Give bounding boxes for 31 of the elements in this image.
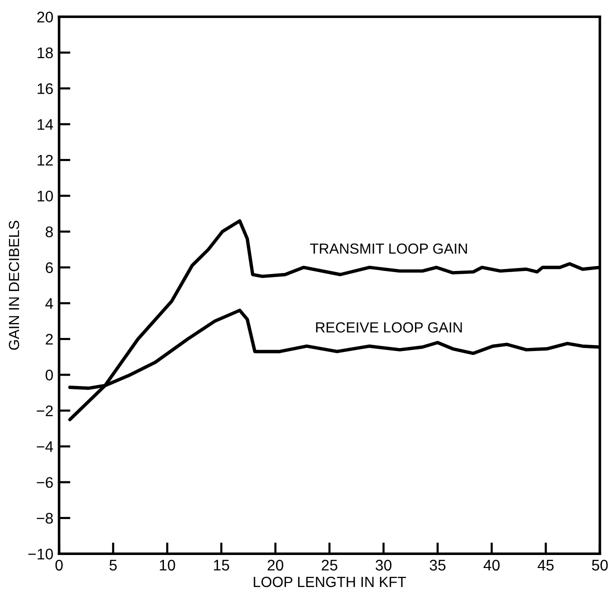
y-tick-label: 2 [46, 334, 53, 345]
y-tick-label: 12 [38, 154, 53, 166]
x-tick-label: 45 [538, 560, 554, 571]
y-tick-label: −6 [36, 477, 53, 488]
y-tick-label: −10 [28, 548, 53, 560]
y-tick-label: −8 [36, 512, 53, 524]
y-tick-label: 0 [46, 370, 53, 380]
y-tick-label: 14 [38, 119, 54, 130]
y-tick-label: 18 [38, 47, 53, 58]
x-tick-label: 30 [376, 560, 392, 571]
x-tick-label: 0 [55, 560, 63, 571]
y-axis-title: GAIN IN DECIBELS [8, 220, 20, 350]
x-tick-label: 50 [592, 560, 608, 571]
x-tick-label: 35 [430, 560, 446, 571]
annotation: TRANSMIT LOOP GAIN [310, 243, 467, 254]
x-tick-label: 25 [322, 560, 338, 571]
x-tick-label: 20 [268, 560, 284, 571]
x-tick-label: 5 [110, 560, 117, 571]
x-tick-label: 10 [160, 560, 176, 571]
y-tick-label: −4 [36, 441, 54, 452]
y-tick-label: 8 [46, 226, 53, 238]
y-tick-label: 6 [46, 262, 53, 274]
y-tick-label: −2 [36, 405, 53, 416]
x-axis-title: LOOP LENGTH IN KFT [254, 576, 406, 588]
x-tick-label: 40 [484, 560, 500, 571]
y-tick-label: 10 [38, 190, 53, 202]
y-tick-label: 20 [37, 12, 53, 22]
y-tick-label: 4 [45, 298, 54, 309]
annotation: RECEIVE LOOP GAIN [316, 322, 462, 333]
y-tick-label: 16 [38, 83, 53, 94]
x-tick-label: 15 [214, 560, 230, 571]
